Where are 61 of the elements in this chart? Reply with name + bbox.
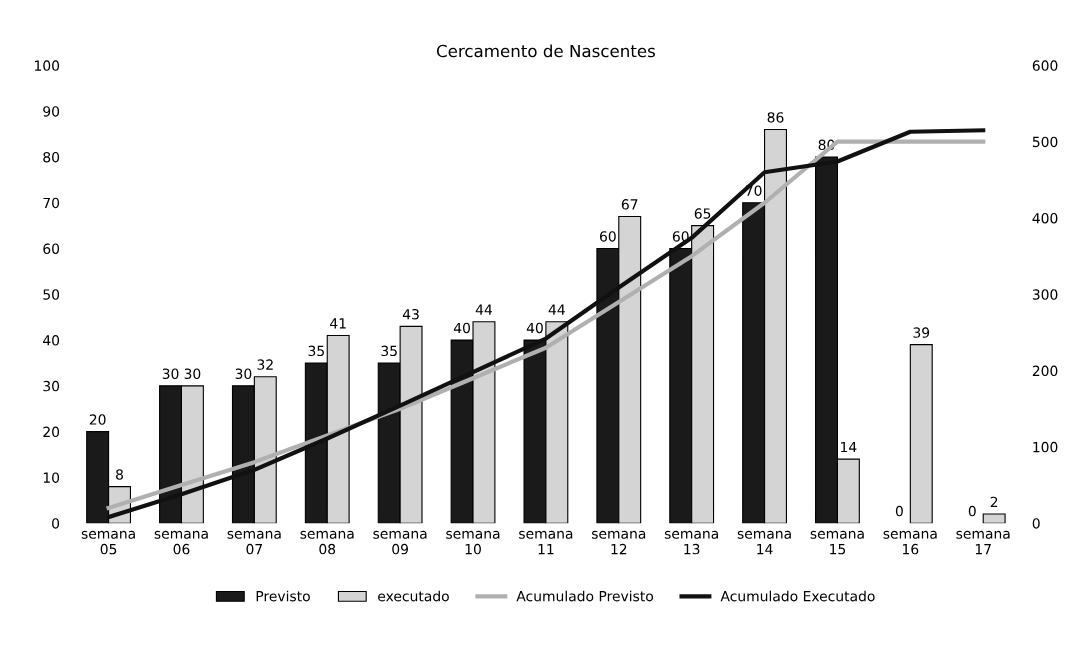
x-tick-label: semana 05	[81, 530, 135, 555]
x-tick-label: semana 08	[300, 530, 354, 555]
y2-tick-label: 600	[1032, 60, 1058, 71]
x-tick-label: semana 07	[227, 530, 281, 555]
y2-tick-label: 400	[1032, 212, 1058, 224]
y2-tick-label: 100	[1033, 441, 1058, 453]
data-label: 30	[184, 368, 201, 379]
data-label: 39	[913, 327, 930, 338]
data-label: 40	[526, 322, 543, 334]
data-label: 14	[841, 441, 857, 453]
data-label: 0	[968, 505, 976, 517]
data-label: 44	[548, 304, 565, 315]
data-label: 44	[475, 304, 493, 315]
legend-label: Previsto	[256, 590, 310, 602]
y-tick-label: 10	[43, 472, 60, 483]
x-tick-label: semana 09	[373, 530, 427, 555]
data-label: 30	[162, 368, 179, 379]
x-tick-label: semana 10	[446, 530, 500, 555]
x-tick-label: semana 16	[883, 530, 937, 555]
data-label: 8	[116, 469, 123, 480]
data-label: 0	[895, 505, 903, 517]
data-label: 30	[235, 368, 252, 379]
data-label: 20	[89, 414, 106, 425]
data-label: 60	[599, 231, 616, 242]
y2-tick-label: 500	[1032, 136, 1058, 148]
data-label: 35	[308, 345, 324, 357]
x-tick-label: semana 13	[664, 530, 718, 555]
y-tick-label: 30	[43, 380, 60, 392]
x-tick-label: semana 17	[956, 530, 1010, 555]
data-label: 86	[767, 112, 784, 123]
bar	[909, 344, 933, 524]
y-tick-label: 40	[43, 335, 60, 346]
data-label: 35	[381, 345, 397, 357]
y-tick-label: 70	[43, 197, 60, 209]
y-tick-label: 60	[43, 243, 60, 254]
y-tick-label: 0	[52, 518, 60, 529]
x-tick-label: semana 15	[810, 530, 864, 555]
data-label: 43	[402, 308, 419, 320]
data-label: 65	[694, 208, 711, 219]
x-tick-label: semana 06	[154, 530, 208, 555]
y-tick-label: 100	[35, 60, 60, 71]
legend-label: executado	[378, 590, 449, 602]
data-label: 32	[257, 359, 273, 370]
bar	[982, 513, 1006, 524]
y-tick-label: 50	[43, 289, 60, 300]
legend-label: Acumulado Executado	[720, 590, 875, 602]
x-tick-label: semana 12	[591, 530, 646, 555]
y2-tick-label: 200	[1032, 365, 1058, 377]
x-tick-label: semana 14	[737, 530, 791, 555]
y-tick-label: 80	[43, 151, 60, 163]
y-tick-label: 90	[43, 106, 60, 117]
x-tick-label: semana 11	[519, 530, 573, 555]
y-tick-label: 20	[43, 426, 60, 438]
y2-tick-label: 300	[1032, 289, 1058, 300]
data-label: 2	[990, 496, 998, 507]
legend-label: Acumulado Previsto	[516, 590, 654, 602]
data-label: 41	[330, 318, 346, 329]
y2-tick-label: 0	[1032, 518, 1040, 529]
data-label: 40	[453, 322, 470, 334]
chart-title: Cercamento de Nascentes	[436, 44, 655, 58]
data-label: 67	[621, 199, 638, 210]
